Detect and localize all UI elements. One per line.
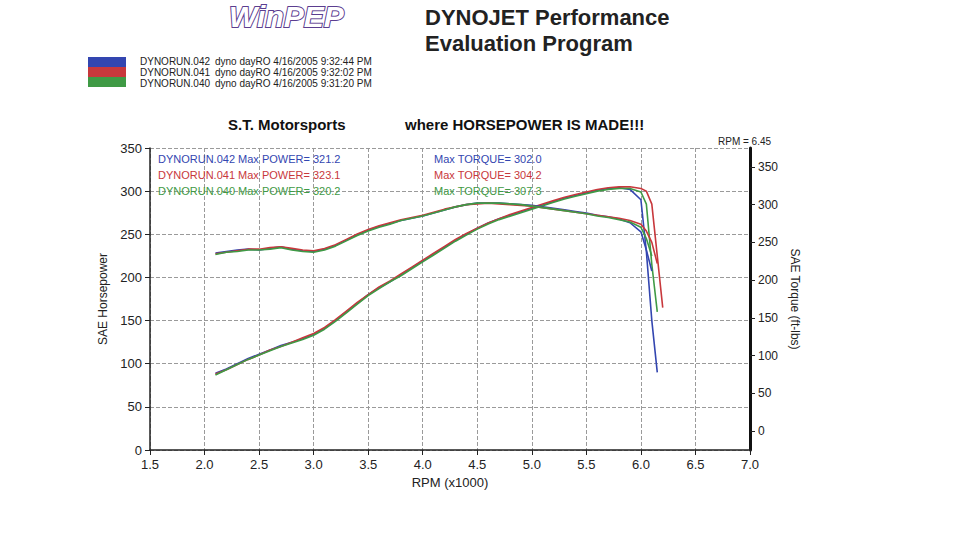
svg-text:150: 150 [758,311,778,325]
svg-text:5.0: 5.0 [523,457,541,472]
svg-text:DYNORUN.040: DYNORUN.040 [140,78,210,89]
svg-text:0: 0 [135,443,142,458]
svg-text:5.5: 5.5 [577,457,595,472]
svg-text:100: 100 [120,356,142,371]
svg-text:SAE Horsepower: SAE Horsepower [96,253,110,345]
svg-text:Max TORQUE= 304.2: Max TORQUE= 304.2 [434,169,542,181]
svg-text:Max TORQUE= 307.3: Max TORQUE= 307.3 [434,185,542,197]
svg-text:300: 300 [120,184,142,199]
svg-text:DYNORUN.041: DYNORUN.041 [140,67,210,78]
svg-text:4.0: 4.0 [414,457,432,472]
svg-text:DYNORUN.042 Max POWER= 321.2: DYNORUN.042 Max POWER= 321.2 [158,153,340,165]
svg-text:2.5: 2.5 [250,457,268,472]
svg-text:DYNORUN.041 Max POWER= 323.1: DYNORUN.041 Max POWER= 323.1 [158,169,340,181]
svg-text:50: 50 [128,399,142,414]
svg-text:2.0: 2.0 [196,457,214,472]
svg-text:200: 200 [758,273,778,287]
svg-text:dyno dayRO 4/16/2005 9:32:02 P: dyno dayRO 4/16/2005 9:32:02 PM [215,67,372,78]
svg-text:350: 350 [120,141,142,156]
svg-text:350: 350 [758,160,778,174]
svg-text:6.0: 6.0 [632,457,650,472]
svg-text:DYNORUN.042: DYNORUN.042 [140,56,210,67]
svg-text:DYNOJET Performance: DYNOJET Performance [425,5,676,30]
svg-text:3.0: 3.0 [305,457,323,472]
svg-text:SAE Torque (ft-lbs): SAE Torque (ft-lbs) [788,248,802,349]
svg-text:where HORSEPOWER IS MADE!!!: where HORSEPOWER IS MADE!!! [404,116,644,133]
svg-text:50: 50 [758,386,772,400]
svg-text:DYNORUN.040 Max POWER= 320.2: DYNORUN.040 Max POWER= 320.2 [158,185,340,197]
svg-text:WinPEP: WinPEP [229,0,345,33]
svg-text:300: 300 [758,198,778,212]
svg-text:Max TORQUE= 302.0: Max TORQUE= 302.0 [434,153,542,165]
svg-text:3.5: 3.5 [359,457,377,472]
svg-text:RPM (x1000): RPM (x1000) [412,475,489,490]
svg-text:Evaluation Program: Evaluation Program [425,31,633,56]
svg-text:250: 250 [758,235,778,249]
svg-text:0: 0 [758,424,765,438]
svg-text:dyno dayRO 4/16/2005 9:31:20 P: dyno dayRO 4/16/2005 9:31:20 PM [215,78,372,89]
svg-text:100: 100 [758,349,778,363]
svg-text:1.5: 1.5 [141,457,159,472]
svg-text:7.0: 7.0 [741,457,759,472]
svg-text:6.5: 6.5 [686,457,704,472]
svg-text:250: 250 [120,227,142,242]
svg-text:150: 150 [120,313,142,328]
svg-text:dyno dayRO 4/16/2005 9:32:44 P: dyno dayRO 4/16/2005 9:32:44 PM [215,56,372,67]
svg-text:4.5: 4.5 [468,457,486,472]
svg-text:S.T. Motorsports: S.T. Motorsports [228,116,346,133]
svg-text:200: 200 [120,270,142,285]
svg-text:RPM = 6.45: RPM = 6.45 [718,136,772,147]
